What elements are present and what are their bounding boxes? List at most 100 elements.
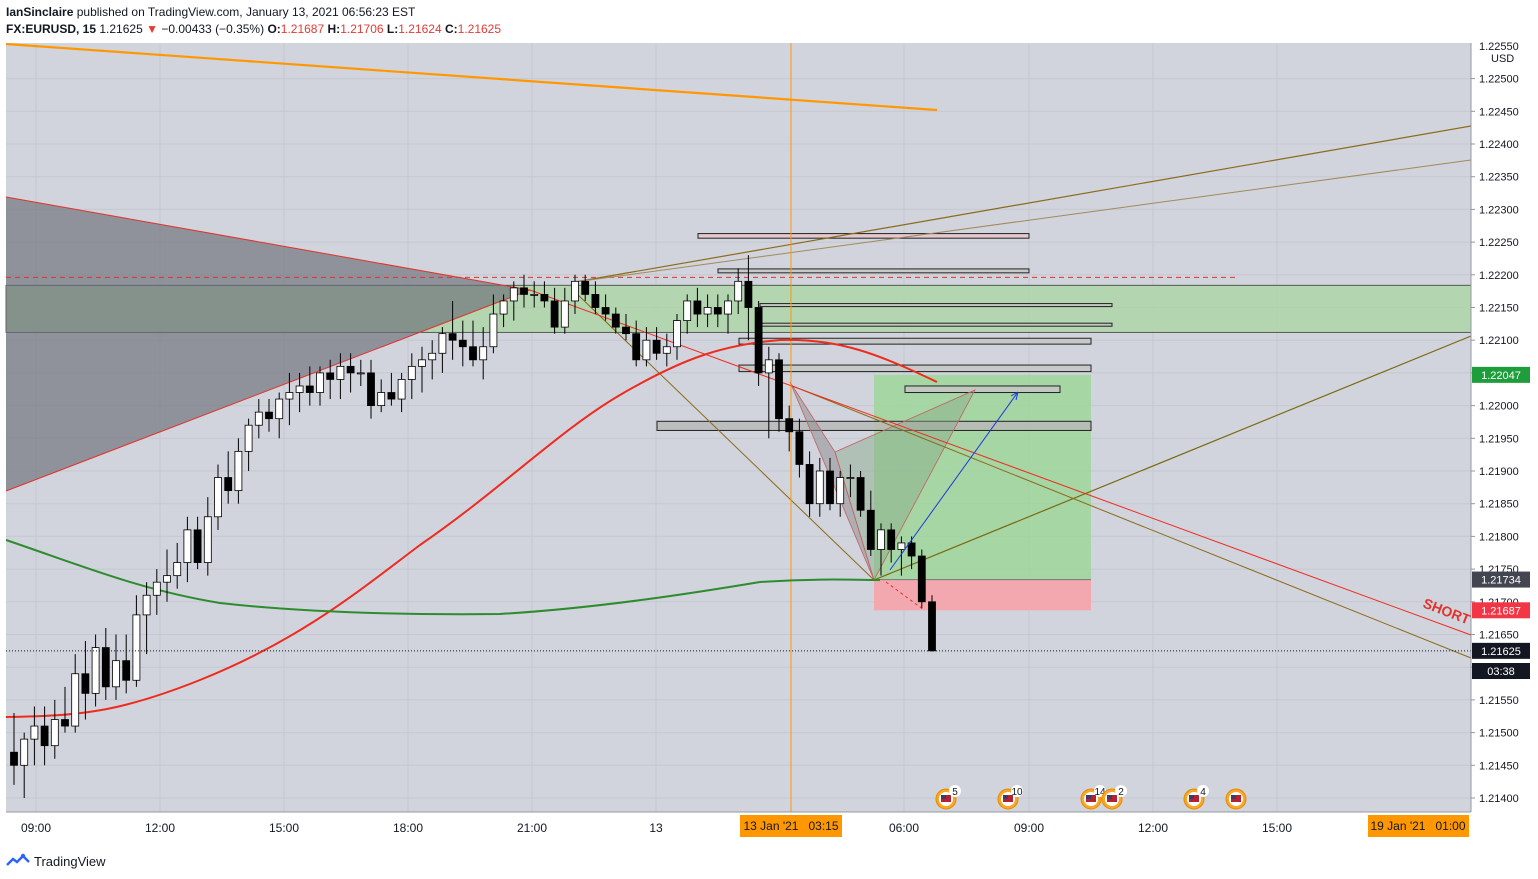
price-label: 1.21900 [1479, 466, 1519, 478]
candle-body [826, 470, 834, 505]
us-event-flag-icon[interactable]: 5 [935, 785, 961, 810]
publish-text: published on TradingView.com, January 13… [76, 5, 416, 19]
price-label: 1.22100 [1479, 335, 1519, 347]
wedge-lower-line [5, 289, 531, 492]
us-event-flag-icon[interactable]: 2 [1101, 785, 1127, 810]
candle-body [91, 647, 100, 694]
candle-body [560, 300, 569, 328]
us-event-flag-icon[interactable]: 10 [997, 785, 1023, 810]
candle-body [866, 509, 875, 550]
candle-body [397, 379, 406, 400]
event-count-badge [1011, 785, 1023, 797]
candle-body [713, 307, 722, 315]
candle-body [112, 660, 120, 688]
candle-body [856, 477, 865, 511]
horizontal-block [656, 420, 1092, 431]
price-tag-bg [1472, 642, 1530, 659]
horizontal-block [738, 337, 1092, 345]
candle-body [887, 529, 896, 550]
horizontal-block [904, 385, 1061, 394]
candle-body [754, 307, 763, 374]
price-label-partial: 1.22550 [1479, 41, 1519, 53]
price-tag-label: 1.21625 [1481, 646, 1521, 658]
publish-info: IanSinclaire published on TradingView.co… [6, 5, 415, 19]
candle-body [81, 673, 90, 694]
price-tag-bg [1472, 366, 1530, 383]
time-highlight-label: 13 Jan '21 03:15 [743, 819, 838, 833]
price-label: 1.22200 [1479, 270, 1519, 282]
close-value: 1.21625 [457, 22, 502, 36]
candle-body [265, 411, 273, 420]
candle-body [142, 594, 151, 616]
candle-body [254, 411, 263, 426]
flag-canton [941, 795, 946, 799]
candle-body [234, 450, 243, 492]
short-trendline [529, 289, 1472, 636]
candle-body [907, 542, 916, 557]
candle-body [326, 372, 335, 380]
price-tag[interactable]: 1.22047 [1472, 366, 1530, 383]
candle-body [418, 359, 426, 367]
low-value: 1.21624 [398, 22, 442, 36]
candle-body [836, 477, 845, 505]
candle-body [591, 294, 600, 308]
crosshair-time-label[interactable]: 13 Jan '21 03:15 [740, 815, 842, 837]
horizontal-block [697, 233, 1030, 239]
open-value: 1.21687 [280, 22, 325, 36]
price-tag-label: 03:38 [1487, 666, 1515, 678]
candle-body [163, 575, 171, 583]
time-axis[interactable]: 09:00 12:00 15:00 18:00 21:00 13 06:00 09:00 12:… [6, 811, 1471, 837]
horizontal-block [717, 268, 1030, 274]
candle-body [285, 392, 294, 400]
last-price: 1.21625 [99, 22, 143, 36]
price-tag[interactable]: 03:38 [1472, 663, 1530, 679]
candle-body [479, 346, 488, 361]
price-tag[interactable]: 1.21687 [1472, 602, 1530, 619]
price-tag[interactable]: 1.21734 [1472, 571, 1530, 588]
time-label: 12:00 [145, 821, 175, 835]
price-label: 1.21400 [1479, 793, 1519, 805]
candle-body [214, 477, 222, 518]
candle-body [703, 307, 712, 315]
price-label: 1.22250 [1479, 237, 1519, 249]
time-label: 09:00 [21, 821, 51, 835]
price-label: 1.22300 [1479, 204, 1519, 216]
us-event-flag-icon[interactable]: 4 [1183, 785, 1209, 810]
candle-body [132, 614, 141, 681]
publisher-name[interactable]: IanSinclaire [6, 5, 74, 19]
price-axis[interactable]: 1.22500 1.22450 1.22400 1.22350 1.22300 1.222… [1470, 41, 1530, 812]
us-event-flag-icon[interactable]: 14 [1080, 785, 1106, 810]
time-highlight-bg [740, 815, 842, 837]
candle-body [356, 372, 365, 375]
candle-body [61, 719, 69, 727]
flag-canton [1086, 795, 1091, 799]
candle-body [295, 385, 304, 393]
candle-body [50, 719, 59, 747]
wedge-upper-line [5, 196, 531, 291]
us-event-flag-icon[interactable] [1225, 788, 1247, 810]
symbol-label[interactable]: FX:EURUSD, 15 [6, 22, 97, 36]
price-label: 1.22000 [1479, 401, 1519, 413]
candle-body [407, 365, 416, 380]
candle-body [897, 542, 906, 550]
candle-body [734, 280, 743, 302]
horizontal-block [759, 303, 1113, 308]
candle-body [224, 477, 233, 492]
event-count: 14 [1094, 787, 1106, 798]
event-count-badge [1197, 785, 1209, 797]
candle-body [550, 300, 559, 328]
moving-averages [5, 42, 938, 718]
wedge-shape [6, 197, 530, 491]
trendline-upper [574, 125, 1472, 283]
price-label: 1.21500 [1479, 728, 1519, 740]
range-end-time-label[interactable]: 19 Jan '21 01:00 [1368, 815, 1469, 837]
time-label: 13 [649, 821, 663, 835]
candle-body [581, 280, 590, 295]
price-label: 1.22400 [1479, 139, 1519, 151]
footer-brand[interactable]: TradingView [34, 853, 106, 869]
price-tag[interactable]: 1.21625 [1472, 642, 1530, 659]
time-highlight-label: 19 Jan '21 01:00 [1370, 819, 1465, 833]
time-highlight-bg [1368, 815, 1469, 837]
